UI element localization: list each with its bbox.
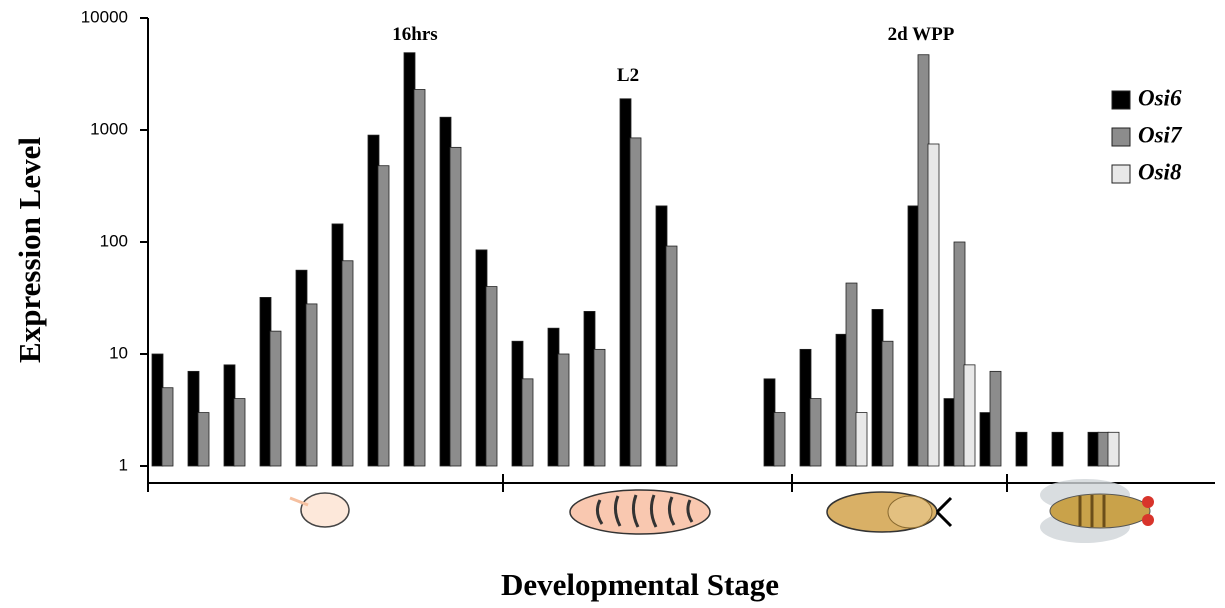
bar [763, 378, 776, 467]
bar [521, 378, 534, 467]
bar [619, 98, 632, 467]
bar [989, 370, 1002, 467]
legend-swatch [1111, 164, 1131, 184]
bar [855, 412, 868, 467]
bar [305, 303, 318, 467]
bar [259, 297, 272, 467]
bar [907, 205, 920, 467]
stage-larva [569, 489, 711, 535]
bar [377, 165, 390, 467]
bar [799, 348, 812, 467]
bar [593, 348, 606, 467]
legend-swatch [1111, 127, 1131, 147]
bar [197, 412, 210, 467]
bar [233, 398, 246, 467]
bar [1087, 431, 1100, 467]
bar [1051, 431, 1064, 467]
annotation: 16hrs [392, 24, 437, 45]
bar [881, 340, 894, 467]
legend-swatch [1111, 90, 1131, 110]
bar [341, 260, 354, 467]
stage-pupa [826, 491, 953, 533]
annotation: L2 [617, 65, 639, 86]
bar [943, 398, 956, 467]
bar [773, 412, 786, 467]
x-axis [147, 18, 1215, 492]
bar [367, 134, 380, 467]
bar [917, 54, 930, 467]
y-tick-label: 100 [100, 231, 128, 250]
bar [1107, 431, 1120, 467]
y-tick-label: 10000 [81, 7, 128, 26]
y-axis-title: Expression Level [12, 137, 47, 363]
legend-label: Osi6 [1138, 85, 1182, 110]
bar [1097, 431, 1110, 467]
bar [449, 146, 462, 467]
annotation: 2d WPP [888, 24, 955, 45]
bar [161, 387, 174, 467]
legend-label: Osi8 [1138, 159, 1182, 184]
y-tick-label: 1 [119, 455, 128, 474]
bar [295, 269, 308, 467]
bar [187, 370, 200, 467]
stage-embryo [289, 492, 350, 528]
bar [557, 353, 570, 467]
bar [809, 398, 822, 467]
bar [979, 412, 992, 467]
bar [269, 330, 282, 467]
bar [1015, 431, 1028, 467]
bar [629, 137, 642, 467]
bar [485, 286, 498, 467]
x-axis-title: Developmental Stage [501, 567, 779, 602]
bar [511, 340, 524, 467]
stage-adult-fly [1040, 479, 1154, 543]
bar [475, 249, 488, 467]
bar [953, 241, 966, 467]
bar [583, 311, 596, 467]
bar [665, 245, 678, 467]
bar [871, 309, 884, 467]
bar [403, 52, 416, 467]
bar [927, 143, 940, 467]
y-tick-label: 1000 [90, 119, 128, 138]
bar [547, 327, 560, 467]
y-tick-label: 10 [109, 343, 128, 362]
bar [151, 353, 164, 467]
bar [331, 223, 344, 467]
bar [845, 282, 858, 467]
bar [835, 333, 848, 467]
bar [223, 364, 236, 467]
legend-label: Osi7 [1138, 122, 1183, 147]
bar [655, 205, 668, 467]
bar [963, 364, 976, 467]
bar [413, 89, 426, 467]
bar [439, 116, 452, 467]
